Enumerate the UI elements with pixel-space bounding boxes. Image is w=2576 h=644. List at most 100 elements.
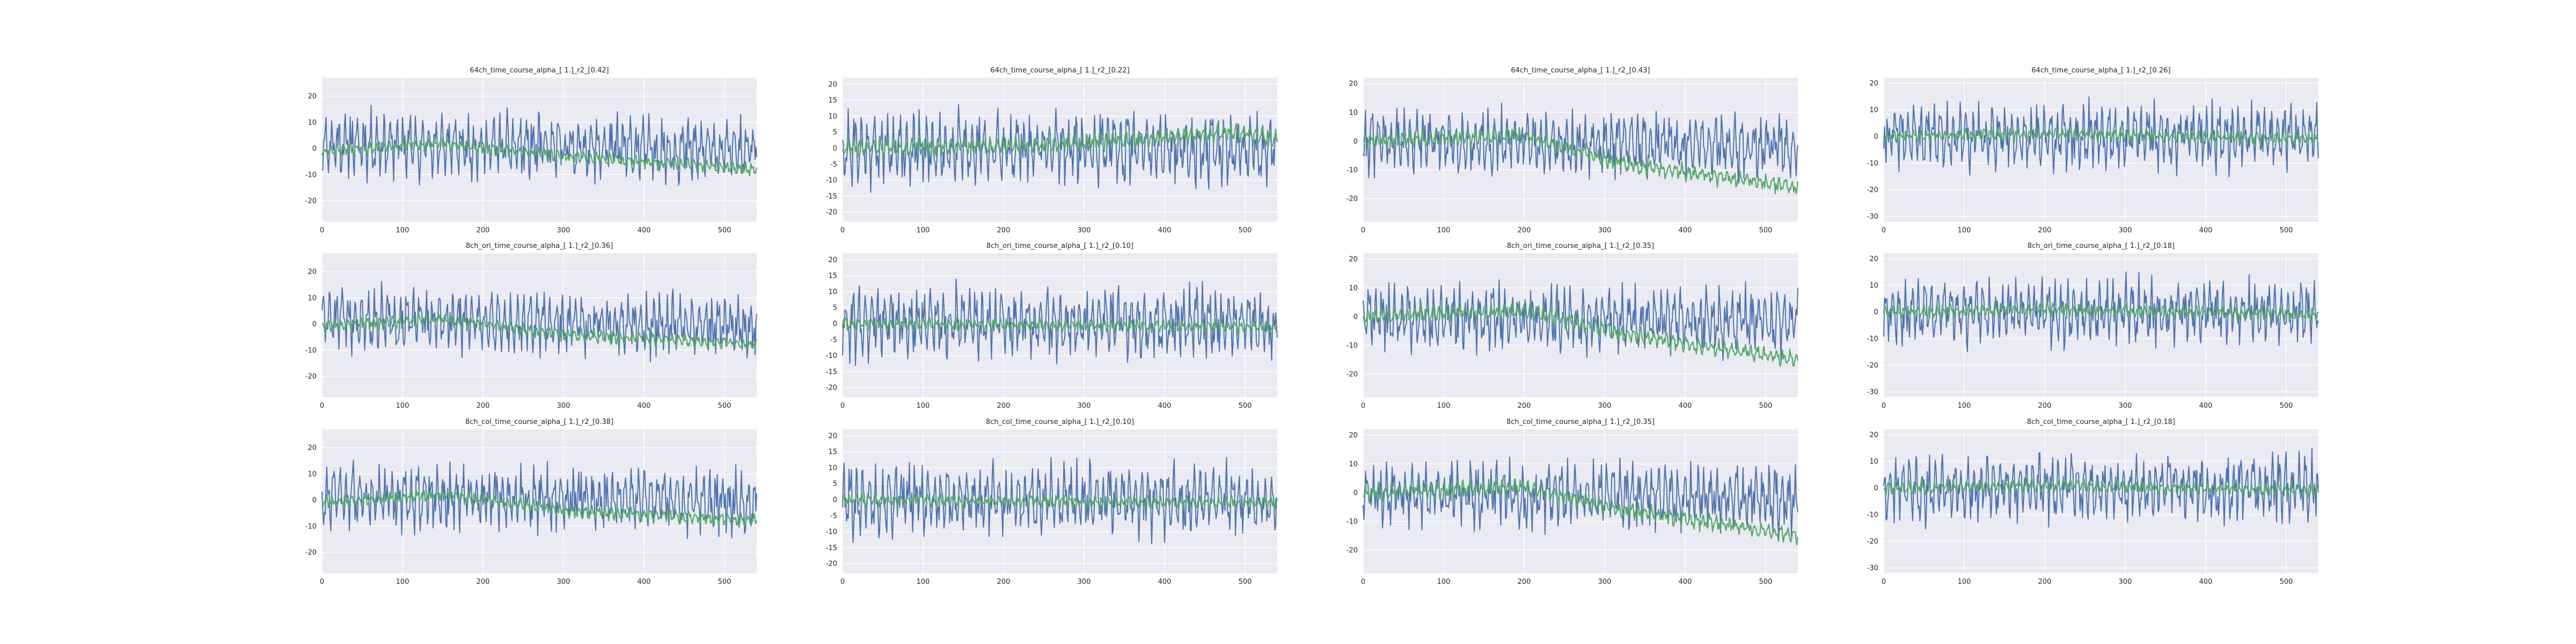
x-tick-label: 100 (1958, 226, 1971, 235)
series-line-green (321, 136, 758, 177)
subplot-title: 64ch_time_course_alpha_[ 1.]_r2_[0.22] (990, 67, 1129, 75)
subplot-8: 0 100 200 300 400 50020100-10-20-308ch_ori_ti… (1867, 242, 2319, 410)
subplot-title: 8ch_col_time_course_alpha_[ 1.]_r2_[0.18… (2027, 418, 2175, 426)
x-tick-label: 400 (638, 402, 651, 410)
x-tick-label: 300 (557, 226, 570, 235)
axes-background (843, 429, 1277, 573)
x-tick-label: 500 (1239, 226, 1252, 235)
x-tick-label: 300 (2119, 226, 2132, 235)
x-tick-label: 0 (1882, 578, 1886, 586)
y-tick-label: 5 (833, 480, 837, 488)
y-tick-label: 5 (833, 129, 837, 137)
subplot-title: 8ch_col_time_course_alpha_[ 1.]_r2_[0.35… (1506, 418, 1655, 426)
y-tick-label: -20 (826, 209, 837, 217)
y-tick-label: -20 (1346, 195, 1358, 203)
subplot-title: 64ch_time_course_alpha_[ 1.]_r2_[0.42] (470, 67, 609, 75)
x-tick-label: 500 (2280, 578, 2293, 586)
y-tick-label: 20 (1349, 80, 1358, 88)
x-tick-label: 100 (1958, 402, 1971, 410)
subplot-6: 0 100 200 300 400 500 20 15 10 5 0 -5 -10 -15 -20 8ch_o… (826, 242, 1278, 410)
x-tick-label: 400 (1158, 226, 1172, 235)
x-tick-label: 200 (997, 226, 1011, 235)
y-tick-label: 0 (312, 496, 317, 504)
series-line-blue (842, 457, 1278, 544)
x-tick-label: 0 (1361, 226, 1365, 235)
x-tick-label: 400 (1679, 402, 1692, 410)
series-line-green (1883, 126, 2319, 147)
subplot-title: 64ch_time_course_alpha_[ 1.]_r2_[0.26] (2031, 67, 2170, 75)
x-tick-label: 400 (638, 578, 651, 586)
y-tick-label: -10 (305, 347, 317, 355)
x-tick-label: 500 (1239, 578, 1252, 586)
y-tick-label: 10 (308, 470, 317, 478)
x-tick-label: 400 (1679, 226, 1692, 235)
y-tick-label: -10 (1867, 511, 1878, 519)
y-tick-label: 10 (828, 113, 837, 121)
x-tick-label: 0 (320, 402, 324, 410)
series-line-green (1363, 478, 1799, 546)
x-tick-label: 100 (917, 226, 930, 235)
y-tick-label: -20 (1346, 547, 1358, 555)
subplot-10: 0 100 200 300 400 500 20 15 10 5 0 -5 -10 -15 -20 8ch_c… (826, 418, 1278, 586)
x-tick-label: 100 (917, 578, 930, 586)
series-line-blue (321, 105, 757, 186)
axes-background (1884, 253, 2318, 397)
y-tick-label: 20 (1869, 255, 1878, 263)
x-tick-label: 100 (396, 402, 409, 410)
x-tick-label: 400 (2199, 402, 2213, 410)
series-line-green (1883, 476, 2319, 499)
x-tick-label: 0 (1361, 402, 1365, 410)
series-line-green (1363, 126, 1799, 195)
x-tick-label: 100 (396, 226, 409, 235)
x-tick-label: 400 (2199, 226, 2213, 235)
y-tick-label: -15 (826, 368, 837, 376)
y-tick-label: 20 (308, 444, 317, 452)
y-tick-label: -10 (1867, 335, 1878, 343)
y-tick-label: 5 (833, 304, 837, 312)
x-tick-label: 300 (1598, 578, 1612, 586)
x-tick-label: 200 (997, 578, 1011, 586)
series-line-green (321, 488, 758, 527)
y-tick-label: 0 (1353, 137, 1358, 145)
y-tick-label: -20 (1867, 362, 1878, 370)
y-tick-label: -10 (1867, 159, 1878, 167)
x-tick-label: 0 (840, 578, 845, 586)
x-tick-label: 200 (477, 226, 490, 235)
x-tick-label: 0 (840, 226, 845, 235)
y-tick-label: 20 (308, 93, 317, 101)
subplot-title: 64ch_time_course_alpha_[ 1.]_r2_[0.43] (1511, 67, 1650, 75)
subplot-1: 0 100 200 300 400 50020100-10-2064ch_time_cou… (305, 67, 758, 235)
x-tick-label: 300 (2119, 578, 2132, 586)
series-line-blue (1883, 448, 2319, 530)
y-tick-label: 20 (1349, 431, 1358, 440)
subplot-3: 0 100 200 300 400 50020100-10-2064ch_time_cou… (1346, 67, 1799, 235)
x-tick-label: 300 (2119, 402, 2132, 410)
y-tick-label: 10 (1869, 106, 1878, 114)
y-tick-label: 0 (1874, 309, 1878, 317)
x-tick-label: 500 (1759, 402, 1773, 410)
x-tick-label: 200 (477, 402, 490, 410)
x-tick-label: 200 (2038, 578, 2052, 586)
x-tick-label: 200 (2038, 402, 2052, 410)
y-tick-label: -20 (305, 373, 317, 381)
y-tick-label: -10 (826, 528, 837, 536)
axes-background (1884, 429, 2318, 573)
y-tick-label: 0 (312, 145, 317, 153)
y-tick-label: 0 (1874, 133, 1878, 141)
y-tick-label: -20 (305, 549, 317, 557)
y-tick-label: 0 (833, 320, 837, 328)
x-tick-label: 200 (997, 402, 1011, 410)
y-tick-label: -20 (826, 384, 837, 392)
axes-background (1884, 78, 2318, 222)
y-tick-label: 15 (828, 448, 837, 456)
x-tick-label: 0 (320, 226, 324, 235)
x-tick-label: 200 (2038, 226, 2052, 235)
series-line-blue (842, 279, 1278, 366)
subplot-title: 8ch_ori_time_course_alpha_[ 1.]_r2_[0.35… (1507, 242, 1654, 250)
y-tick-label: 0 (1353, 489, 1358, 497)
y-tick-label: -10 (826, 352, 837, 360)
x-tick-label: 500 (2280, 226, 2293, 235)
series-line-green (841, 491, 1278, 511)
series-line-blue (1883, 271, 2319, 353)
series-line-blue (842, 104, 1278, 193)
